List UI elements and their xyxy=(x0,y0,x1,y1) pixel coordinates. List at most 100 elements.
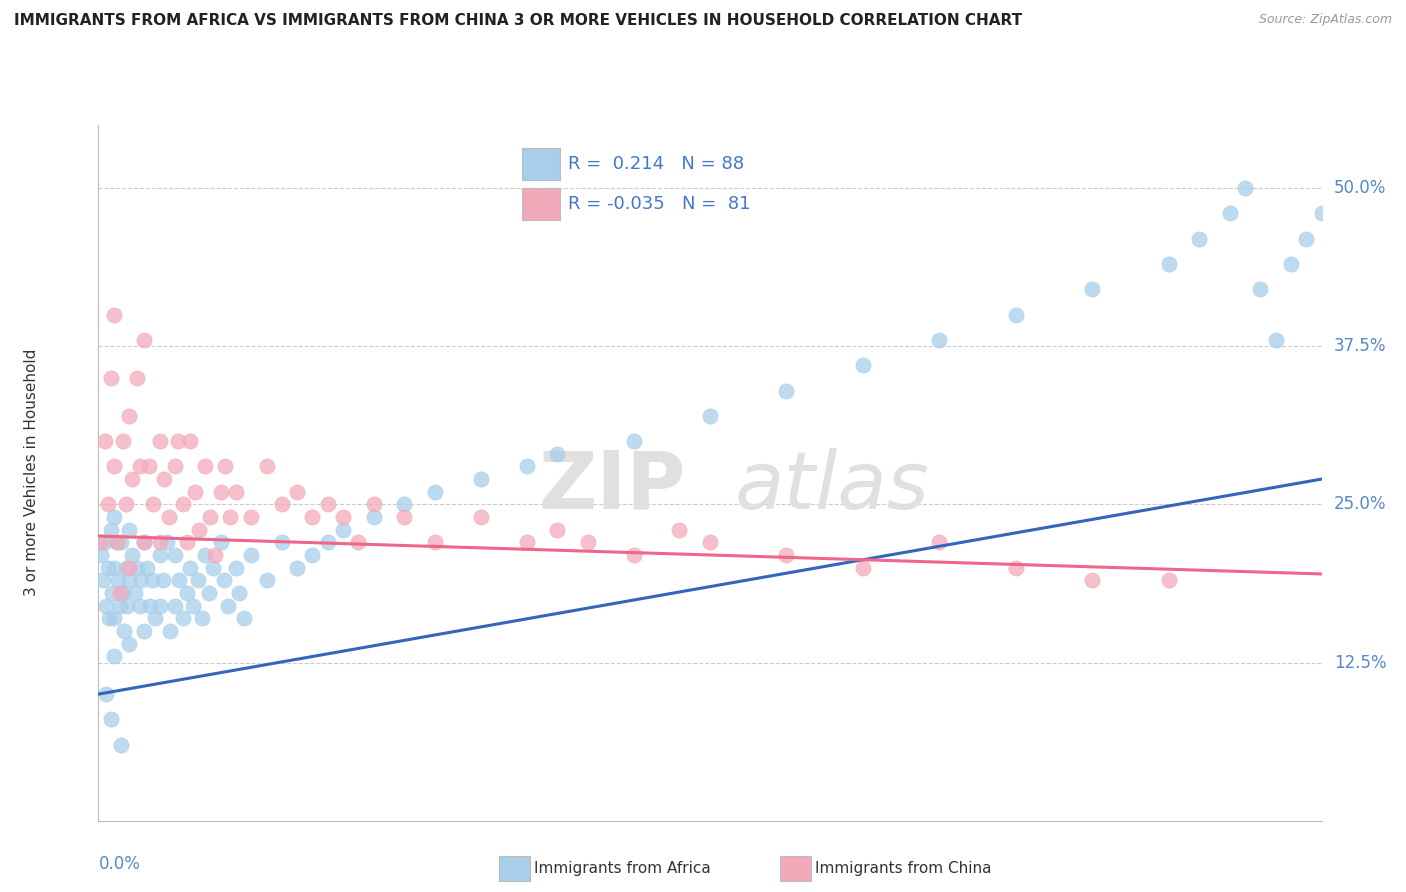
Point xyxy=(129,574,152,588)
Point xyxy=(1188,232,1211,246)
Point xyxy=(225,560,247,574)
Point xyxy=(121,548,143,562)
Point xyxy=(332,523,354,537)
Point xyxy=(100,371,122,385)
Text: 12.5%: 12.5% xyxy=(1334,654,1386,672)
Point xyxy=(1157,257,1180,271)
Point xyxy=(204,548,226,562)
Point xyxy=(1234,181,1257,195)
Point xyxy=(149,535,172,549)
Point xyxy=(93,535,115,549)
Point xyxy=(111,586,134,600)
Text: ZIP: ZIP xyxy=(538,448,686,525)
Point xyxy=(149,434,172,449)
Point xyxy=(103,560,125,574)
Point xyxy=(214,459,236,474)
Point xyxy=(256,459,278,474)
Point xyxy=(125,371,148,385)
Point xyxy=(115,497,138,511)
Point xyxy=(212,574,235,588)
Point xyxy=(546,447,568,461)
Point xyxy=(149,599,172,613)
Point xyxy=(94,599,117,613)
Point xyxy=(1310,206,1333,220)
Point xyxy=(118,523,141,537)
Point xyxy=(179,434,201,449)
Point xyxy=(187,574,209,588)
Point xyxy=(149,548,172,562)
Point xyxy=(546,523,568,537)
Point xyxy=(103,611,125,625)
Point xyxy=(232,611,254,625)
Point xyxy=(1081,574,1104,588)
Point xyxy=(112,624,135,638)
Point xyxy=(94,687,117,701)
Point xyxy=(143,611,166,625)
Point xyxy=(90,535,112,549)
Point xyxy=(516,535,538,549)
Point xyxy=(852,358,875,372)
Point xyxy=(111,434,134,449)
Text: atlas: atlas xyxy=(735,448,929,525)
Point xyxy=(118,409,141,423)
Point xyxy=(188,523,211,537)
Point xyxy=(117,599,139,613)
Point xyxy=(301,548,323,562)
Point xyxy=(928,333,950,347)
Point xyxy=(124,586,146,600)
Text: Immigrants from Africa: Immigrants from Africa xyxy=(534,862,711,876)
Point xyxy=(139,599,162,613)
Point xyxy=(219,510,242,524)
Point xyxy=(316,497,339,511)
Point xyxy=(176,535,198,549)
Point xyxy=(105,535,128,549)
Point xyxy=(169,574,191,588)
Point xyxy=(163,599,186,613)
Point xyxy=(775,384,797,398)
Point xyxy=(138,459,160,474)
Point xyxy=(118,636,141,650)
Text: 25.0%: 25.0% xyxy=(1334,495,1386,514)
Point xyxy=(775,548,797,562)
Point xyxy=(217,599,239,613)
Point xyxy=(118,560,141,574)
Point xyxy=(576,535,599,549)
Point xyxy=(105,535,128,549)
Point xyxy=(91,574,114,588)
Text: 3 or more Vehicles in Household: 3 or more Vehicles in Household xyxy=(24,349,38,597)
Point xyxy=(699,535,721,549)
Point xyxy=(156,535,179,549)
Point xyxy=(134,333,156,347)
Text: 37.5%: 37.5% xyxy=(1334,337,1386,355)
Point xyxy=(172,497,194,511)
Point xyxy=(125,560,148,574)
Text: Source: ZipAtlas.com: Source: ZipAtlas.com xyxy=(1258,13,1392,27)
Point xyxy=(134,535,156,549)
Point xyxy=(198,510,221,524)
Point xyxy=(1295,232,1317,246)
Point xyxy=(228,586,250,600)
Point xyxy=(194,459,217,474)
Point xyxy=(1249,282,1271,296)
Point xyxy=(301,510,323,524)
Point xyxy=(100,713,122,727)
Point xyxy=(1157,574,1180,588)
Point xyxy=(668,523,690,537)
Point xyxy=(699,409,721,423)
Point xyxy=(118,574,141,588)
Point xyxy=(97,560,120,574)
Text: R =  0.214   N = 88: R = 0.214 N = 88 xyxy=(568,155,744,173)
Point xyxy=(1219,206,1241,220)
Point xyxy=(108,586,131,600)
Point xyxy=(285,560,308,574)
Point xyxy=(852,560,875,574)
Point xyxy=(134,624,156,638)
Point xyxy=(115,560,138,574)
Point xyxy=(363,497,385,511)
Point xyxy=(470,510,492,524)
Point xyxy=(194,548,217,562)
Text: 50.0%: 50.0% xyxy=(1334,179,1386,197)
Text: R = -0.035   N =  81: R = -0.035 N = 81 xyxy=(568,195,751,213)
Point xyxy=(181,599,204,613)
Point xyxy=(1081,282,1104,296)
